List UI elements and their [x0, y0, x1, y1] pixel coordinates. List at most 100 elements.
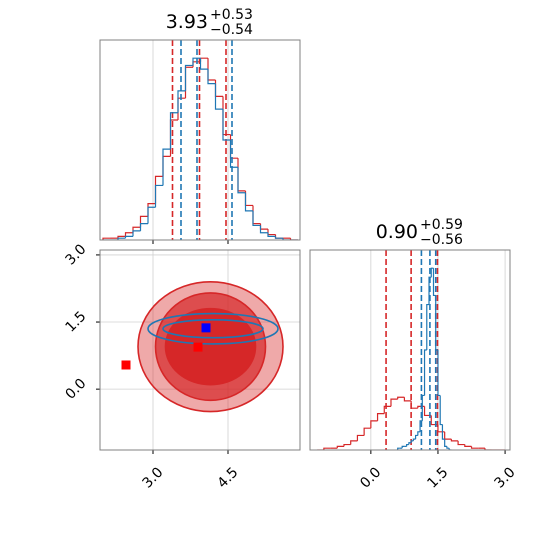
- hist-step: [350, 440, 358, 445]
- axes-frame: [99, 249, 301, 451]
- hist-step: [383, 405, 391, 414]
- hist-step: [184, 64, 193, 91]
- panel: [102, 40, 298, 240]
- hist-step: [267, 232, 276, 237]
- hist-step: [370, 420, 378, 429]
- hist-step: [444, 439, 447, 447]
- hist-step: [457, 440, 465, 446]
- hist-step: [397, 447, 400, 450]
- hist-step: [414, 434, 418, 440]
- hist-step: [421, 394, 425, 421]
- hist-step: [252, 205, 261, 225]
- hist-step: [423, 406, 432, 417]
- hist-step: [484, 448, 492, 450]
- hist-step: [430, 267, 434, 278]
- hist-step: [470, 446, 479, 449]
- hist-step: [444, 431, 452, 440]
- hist-step: [102, 237, 111, 240]
- x-tick-label: 3.0: [139, 464, 166, 491]
- hist-step: [343, 443, 351, 447]
- hist-step: [423, 349, 427, 396]
- hist-step: [207, 58, 216, 81]
- hist-step: [177, 90, 186, 113]
- hist-step: [124, 235, 133, 239]
- x-tick-label: 0.0: [357, 464, 384, 491]
- title-upper: +0.53: [210, 7, 253, 23]
- title-value: 3.93: [166, 11, 208, 33]
- title-upper: +0.59: [420, 217, 463, 233]
- hist-step: [390, 398, 398, 407]
- hist-step: [139, 223, 148, 231]
- hist-step: [132, 226, 141, 233]
- hist-step: [274, 236, 283, 239]
- hist-step: [259, 223, 268, 230]
- hist-step: [464, 444, 472, 447]
- hist-step: [410, 400, 418, 409]
- panel: [100, 250, 300, 450]
- hist-step: [214, 83, 223, 110]
- y-tick-label: 0.0: [62, 376, 89, 403]
- hist-step: [184, 66, 193, 99]
- hist-step: [207, 69, 216, 85]
- hist-step: [192, 57, 201, 66]
- axes-frame: [309, 249, 511, 451]
- hist-step: [222, 109, 231, 141]
- hist-step: [124, 232, 133, 237]
- hist-step: [439, 395, 443, 426]
- hist-step: [426, 303, 430, 350]
- hist-step: [229, 134, 238, 159]
- hist-step: [448, 448, 452, 450]
- hist-step: [419, 420, 423, 432]
- x-tick-label: 4.5: [214, 464, 241, 491]
- point: [201, 323, 211, 333]
- point: [121, 360, 131, 370]
- hist-step: [410, 440, 414, 443]
- axes-frame: [99, 39, 301, 241]
- hist-step: [252, 210, 261, 227]
- title-lower: −0.56: [420, 232, 463, 248]
- hist-step: [376, 413, 385, 421]
- hist-step: [139, 215, 148, 228]
- hist-step: [169, 119, 178, 157]
- hist-step: [117, 235, 126, 239]
- y-tick-label: 1.5: [62, 309, 89, 336]
- hist-step: [147, 206, 156, 224]
- title-lower: −0.54: [210, 22, 253, 38]
- hist-step: [417, 431, 421, 436]
- x-tick-label: 1.5: [424, 464, 451, 491]
- hist-step: [154, 184, 163, 208]
- hist-step: [162, 148, 171, 186]
- hist-step: [401, 445, 405, 449]
- hist-step: [408, 442, 412, 445]
- hist-step: [214, 80, 223, 97]
- hist-step: [450, 439, 459, 442]
- hist-step: [199, 58, 208, 70]
- contour: [164, 307, 257, 386]
- x-tick-label: 3.0: [492, 464, 519, 491]
- hist-step: [259, 225, 268, 234]
- title-value: 0.90: [376, 221, 418, 243]
- hist-step: [437, 350, 441, 397]
- panel: [317, 250, 506, 450]
- hist-step: [117, 237, 126, 240]
- hist-step: [336, 445, 345, 449]
- hist-step: [397, 396, 405, 400]
- hist-step: [356, 434, 365, 441]
- hist-step: [244, 190, 253, 207]
- hist-step: [412, 438, 416, 441]
- hist-step: [147, 203, 156, 217]
- hist-step: [323, 447, 331, 450]
- hist-step: [162, 155, 171, 177]
- hist-step: [132, 230, 141, 237]
- hist-step: [267, 229, 276, 236]
- hist-step: [437, 424, 445, 433]
- hist-step: [237, 167, 246, 194]
- hist-step: [154, 175, 163, 204]
- contour: [147, 312, 279, 345]
- point: [193, 342, 203, 352]
- y-tick-label: 3.0: [62, 241, 89, 268]
- hist-step: [446, 446, 450, 449]
- hist-step: [406, 443, 409, 447]
- hist-step: [363, 427, 371, 436]
